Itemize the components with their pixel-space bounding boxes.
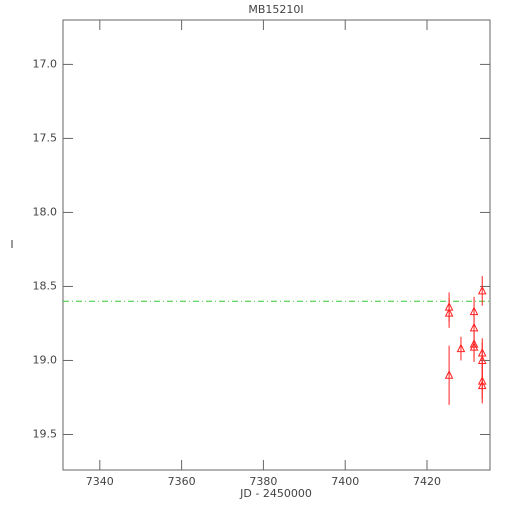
y-tick-label: 19.0	[33, 353, 58, 366]
data-point	[477, 380, 487, 390]
chart-title: MB15210I	[248, 3, 303, 16]
data-point	[456, 343, 466, 353]
data-point	[444, 307, 454, 317]
y-tick-label: 17.0	[33, 57, 58, 70]
x-tick-label: 7340	[86, 475, 114, 488]
y-tick-label: 19.5	[33, 427, 58, 440]
plot-frame	[62, 19, 491, 471]
data-point	[469, 342, 479, 351]
x-tick-label: 7360	[168, 475, 196, 488]
x-tick-label: 7420	[413, 475, 441, 488]
y-tick-label: 18.0	[33, 205, 58, 218]
x-axis-label: JD - 2450000	[239, 487, 312, 500]
x-tick-label: 7380	[249, 475, 277, 488]
data-point	[444, 370, 454, 379]
y-axis-label: I	[10, 238, 13, 251]
y-tick-label: 17.5	[33, 131, 58, 144]
x-tick-label: 7400	[331, 475, 359, 488]
y-tick-label: 18.5	[33, 279, 58, 292]
data-point	[477, 285, 487, 295]
